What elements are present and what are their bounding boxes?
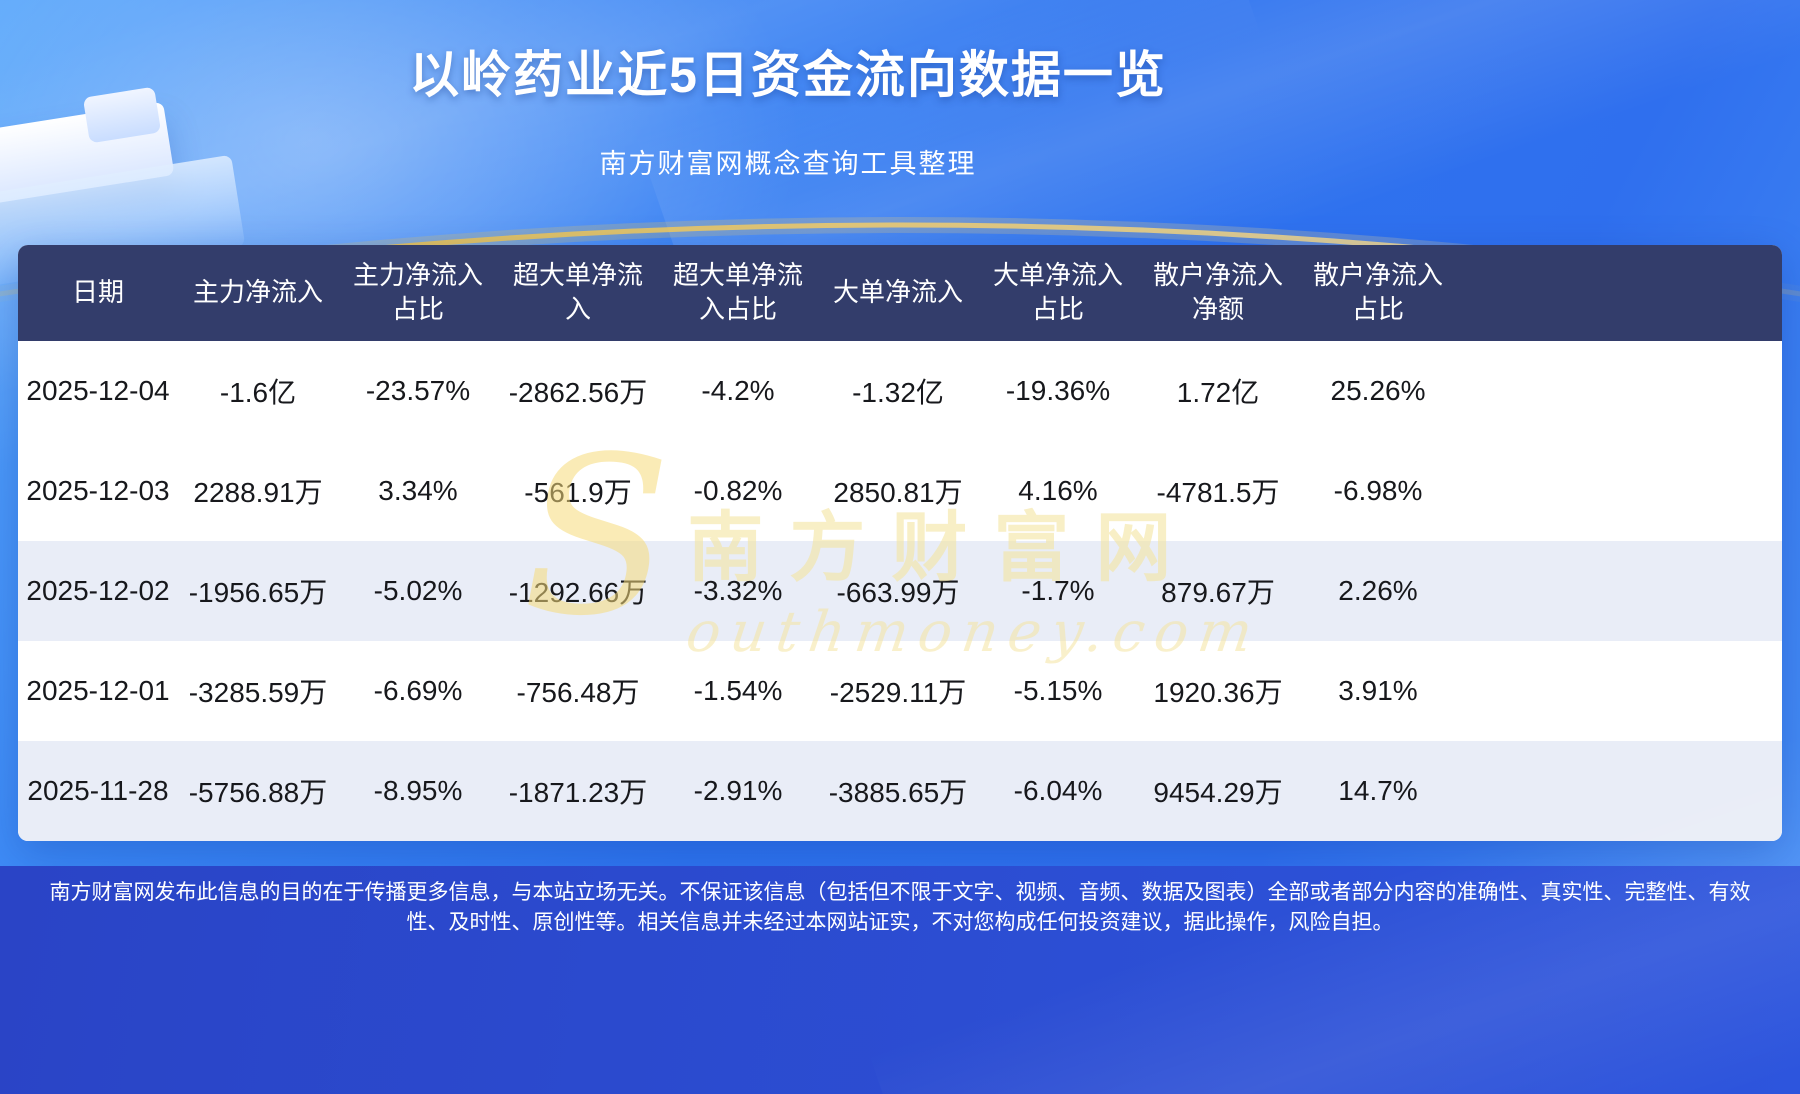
cell-retail-net-inflow: 1920.36万	[1153, 677, 1283, 708]
cell-date: 2025-12-01	[26, 675, 170, 706]
cell-main-net-inflow: 2288.91万	[193, 477, 323, 508]
cell-retail-net-inflow: 9454.29万	[1153, 777, 1283, 808]
cell-xl-order-net-inflow-pct: -0.82%	[693, 475, 783, 506]
cell-main-net-inflow: -5756.88万	[188, 777, 328, 808]
col-header-xl-order-net-inflow-pct: 超大单净流 入占比	[672, 260, 803, 324]
cell-xl-order-net-inflow: -1871.23万	[508, 777, 648, 808]
cell-main-net-inflow-pct: 3.34%	[378, 475, 458, 506]
cell-main-net-inflow: -3285.59万	[188, 677, 328, 708]
cell-xl-order-net-inflow: -2862.56万	[508, 377, 648, 408]
col-header-main-net-inflow: 主力净流入	[192, 277, 323, 308]
col-header-retail-net-inflow-pct: 散户净流入 占比	[1312, 260, 1443, 324]
cell-main-net-inflow-pct: -8.95%	[373, 775, 463, 806]
page-title: 以岭药业近5日资金流向数据一览	[409, 47, 1167, 103]
table-header-row: 日期 主力净流入 主力净流入 占比 超大单净流 入 超大单净流 入占比 大单净流…	[18, 245, 1782, 341]
cell-main-net-inflow: -1.6亿	[219, 377, 297, 408]
cell-large-order-net-inflow-pct: -1.7%	[1021, 575, 1095, 606]
page-subtitle: 南方财富网概念查询工具整理	[599, 149, 977, 179]
cell-xl-order-net-inflow-pct: -4.2%	[701, 375, 775, 406]
cell-retail-net-inflow: 1.72亿	[1176, 377, 1260, 408]
cell-date: 2025-12-02	[26, 575, 170, 606]
cell-xl-order-net-inflow: -561.9万	[524, 477, 632, 508]
cell-main-net-inflow-pct: -23.57%	[365, 375, 471, 406]
col-header-xl-order-net-inflow: 超大单净流 入	[512, 260, 643, 324]
cell-large-order-net-inflow: 2850.81万	[833, 477, 963, 508]
col-header-main-net-inflow-pct: 主力净流入 占比	[352, 260, 483, 324]
cell-large-order-net-inflow-pct: -5.15%	[1013, 675, 1103, 706]
col-header-large-order-net-inflow-pct: 大单净流入 占比	[992, 260, 1123, 324]
cell-large-order-net-inflow: -663.99万	[836, 577, 960, 608]
table-row: 2025-12-04 -1.6亿 -23.57% -2862.56万 -4.2%…	[18, 341, 1782, 441]
cell-main-net-inflow-pct: -5.02%	[373, 575, 463, 606]
cell-retail-net-inflow-pct: 2.26%	[1338, 575, 1418, 606]
disclaimer-text: 南方财富网发布此信息的目的在于传播更多信息，与本站立场无关。不保证该信息（包括但…	[49, 881, 1751, 934]
cell-xl-order-net-inflow-pct: -3.32%	[693, 575, 783, 606]
cell-retail-net-inflow: 879.67万	[1161, 577, 1275, 608]
cell-large-order-net-inflow-pct: 4.16%	[1018, 475, 1098, 506]
cell-large-order-net-inflow: -3885.65万	[828, 777, 968, 808]
cell-retail-net-inflow-pct: -6.98%	[1333, 475, 1423, 506]
disclaimer-bar: 南方财富网发布此信息的目的在于传播更多信息，与本站立场无关。不保证该信息（包括但…	[0, 866, 1800, 1094]
cell-xl-order-net-inflow-pct: -2.91%	[693, 775, 783, 806]
cell-xl-order-net-inflow-pct: -1.54%	[693, 675, 783, 706]
col-header-retail-net-inflow: 散户净流入 净额	[1152, 260, 1283, 324]
table-row: 2025-12-03 2288.91万 3.34% -561.9万 -0.82%…	[18, 441, 1782, 541]
col-header-large-order-net-inflow: 大单净流入	[832, 277, 963, 308]
cell-date: 2025-11-28	[27, 775, 169, 806]
cell-main-net-inflow: -1956.65万	[188, 577, 328, 608]
col-header-date: 日期	[71, 277, 124, 308]
cell-retail-net-inflow-pct: 3.91%	[1338, 675, 1418, 706]
cell-xl-order-net-inflow: -756.48万	[516, 677, 640, 708]
cell-retail-net-inflow: -4781.5万	[1156, 477, 1280, 508]
cell-date: 2025-12-03	[26, 475, 170, 506]
cell-large-order-net-inflow: -2529.11万	[829, 677, 967, 708]
table-row: 2025-12-01 -3285.59万 -6.69% -756.48万 -1.…	[18, 641, 1782, 741]
cell-main-net-inflow-pct: -6.69%	[373, 675, 463, 706]
header-block: 以岭药业近5日资金流向数据一览 南方财富网概念查询工具整理	[0, 0, 1576, 181]
table-row: 2025-11-28 -5756.88万 -8.95% -1871.23万 -2…	[18, 741, 1782, 841]
table-row: 2025-12-02 -1956.65万 -5.02% -1292.66万 -3…	[18, 541, 1782, 641]
cell-large-order-net-inflow-pct: -19.36%	[1005, 375, 1111, 406]
cell-large-order-net-inflow: -1.32亿	[852, 377, 944, 408]
cell-retail-net-inflow-pct: 14.7%	[1338, 775, 1418, 806]
cell-retail-net-inflow-pct: 25.26%	[1330, 375, 1426, 406]
cell-large-order-net-inflow-pct: -6.04%	[1013, 775, 1103, 806]
cell-xl-order-net-inflow: -1292.66万	[508, 577, 648, 608]
cell-date: 2025-12-04	[26, 375, 170, 406]
fund-flow-table: 日期 主力净流入 主力净流入 占比 超大单净流 入 超大单净流 入占比 大单净流…	[18, 245, 1782, 841]
